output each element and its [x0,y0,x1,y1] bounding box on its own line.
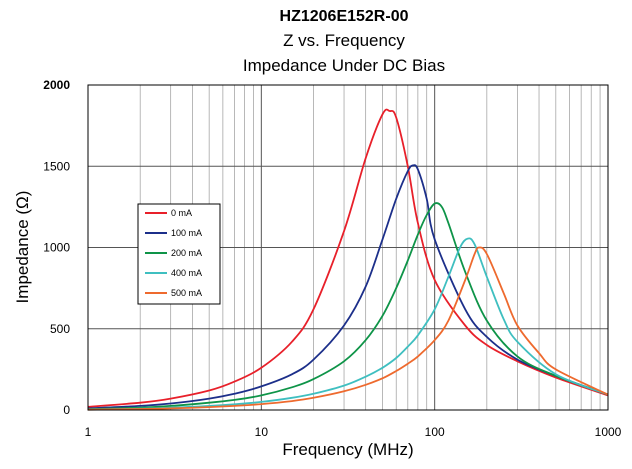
x-tick-label: 1000 [595,425,622,439]
legend-entry: 0 mA [171,208,192,218]
chart-title: HZ1206E152R-00 [280,8,409,25]
y-tick-label: 1500 [43,159,70,173]
chart-titles: HZ1206E152R-00 Z vs. Frequency Impedance… [243,8,445,75]
chart-subtitle-1: Z vs. Frequency [283,31,405,50]
x-tick-labels: 1 10 100 1000 [85,425,622,439]
legend-entry: 400 mA [171,268,202,278]
y-tick-labels: 0 500 1000 1500 2000 [43,78,70,417]
x-tick-label: 10 [255,425,269,439]
legend-entry: 500 mA [171,288,202,298]
legend-entry: 100 mA [171,228,202,238]
x-tick-label: 1 [85,425,92,439]
y-tick-label: 500 [50,322,70,336]
x-axis-label: Frequency (MHz) [282,440,413,459]
legend-entry: 200 mA [171,248,202,258]
y-tick-label: 1000 [43,241,70,255]
x-tick-label: 100 [425,425,445,439]
y-tick-label: 2000 [43,78,70,92]
y-axis-label: Impedance (Ω) [13,191,32,304]
y-tick-label: 0 [63,403,70,417]
legend: 0 mA 100 mA 200 mA 400 mA 500 mA [138,204,220,304]
chart-subtitle-2: Impedance Under DC Bias [243,56,445,75]
